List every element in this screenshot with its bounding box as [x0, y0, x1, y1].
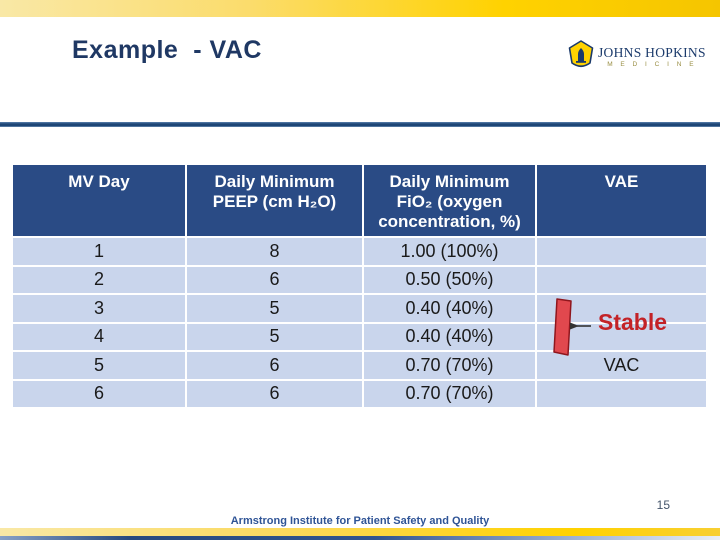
stable-label: Stable	[598, 309, 668, 335]
table-cell: 0.50 (50%)	[362, 264, 537, 296]
header-divider-line	[0, 122, 720, 127]
table-cell: 0.40 (40%)	[362, 293, 537, 324]
footer-text: Armstrong Institute for Patient Safety a…	[230, 515, 490, 527]
top-gold-bar	[0, 0, 720, 17]
column-header-fio2: Daily Minimum FiO₂ (oxygen concentration…	[362, 162, 537, 239]
table-cell: 6	[11, 378, 187, 410]
table-cell: 1.00 (100%)	[362, 236, 537, 267]
page-title: Example - VAC	[72, 36, 262, 64]
column-header-mv-day: MV Day	[11, 162, 187, 239]
stable-bracket-icon	[549, 296, 601, 358]
column-header-vae: VAE	[535, 162, 708, 239]
logo-org-name: JOHNS HOPKINS	[598, 44, 706, 60]
table-cell: 6	[185, 350, 364, 381]
table-row: 5 6 0.70 (70%) VAC	[11, 350, 708, 381]
logo-division-name: M E D I C I N E	[607, 61, 697, 68]
table-cell: 5	[185, 321, 364, 353]
table-row: 1 8 1.00 (100%)	[11, 236, 708, 267]
table-cell: 5	[185, 293, 364, 324]
shield-icon	[568, 39, 594, 75]
table-cell: 0.40 (40%)	[362, 321, 537, 353]
bottom-gold-bar	[0, 528, 720, 536]
table-cell: 0.70 (70%)	[362, 350, 537, 381]
table-row: 3 5 0.40 (40%)	[11, 293, 708, 324]
table-cell: 6	[185, 378, 364, 410]
table-header-row: MV Day Daily Minimum PEEP (cm H₂O) Daily…	[11, 162, 708, 239]
table-row: 6 6 0.70 (70%)	[11, 378, 708, 410]
table-cell	[535, 264, 708, 296]
table-cell	[535, 378, 708, 410]
table-cell: 5	[11, 350, 187, 381]
table-cell: 2	[11, 264, 187, 296]
table-cell: 0.70 (70%)	[362, 378, 537, 410]
table-cell: 6	[185, 264, 364, 296]
bottom-blue-bar	[0, 536, 720, 540]
table-row: 2 6 0.50 (50%)	[11, 264, 708, 296]
column-header-peep: Daily Minimum PEEP (cm H₂O)	[185, 162, 364, 239]
table-cell: 4	[11, 321, 187, 353]
table-cell: 3	[11, 293, 187, 324]
table-cell	[535, 236, 708, 267]
page-number: 15	[656, 498, 670, 512]
johns-hopkins-logo: JOHNS HOPKINS M E D I C I N E	[568, 39, 708, 75]
vae-example-table: MV Day Daily Minimum PEEP (cm H₂O) Daily…	[11, 162, 708, 410]
logo-text-block: JOHNS HOPKINS M E D I C I N E	[598, 44, 706, 69]
table-cell: VAC	[535, 350, 708, 381]
table-cell: 1	[11, 236, 187, 267]
table-cell: 8	[185, 236, 364, 267]
